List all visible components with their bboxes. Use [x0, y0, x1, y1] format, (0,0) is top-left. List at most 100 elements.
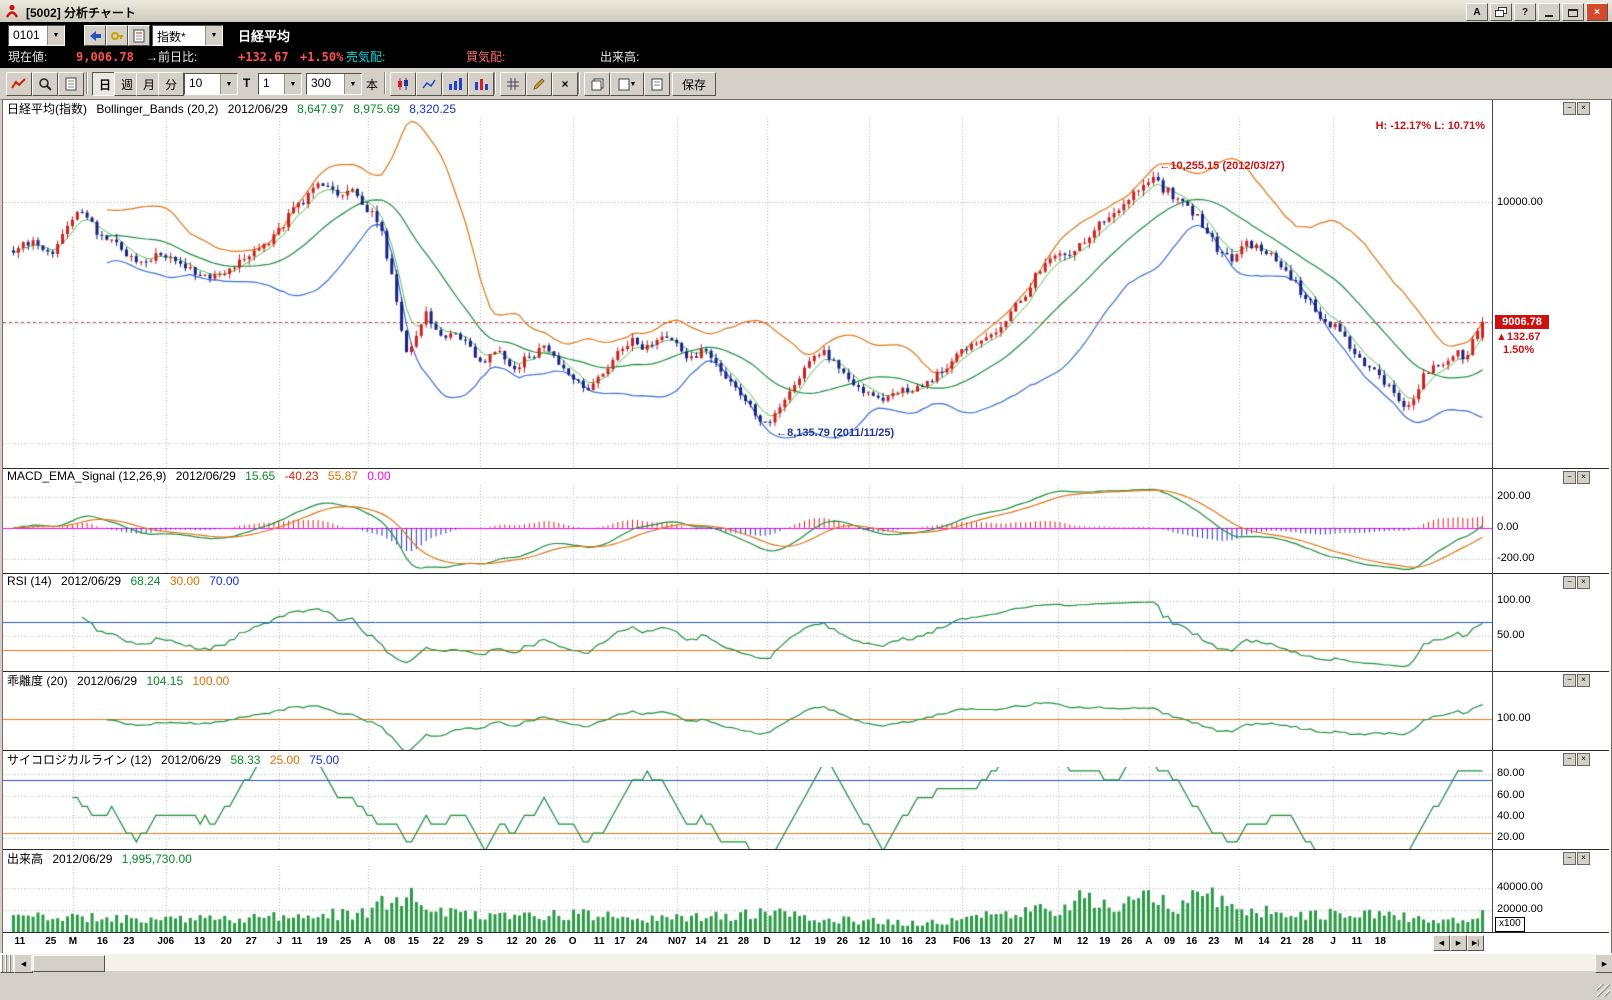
maximize-button[interactable] — [1562, 3, 1584, 21]
help-button[interactable]: ? — [1514, 3, 1536, 21]
unit-combo[interactable]: 1 ▼ — [258, 73, 302, 95]
psychological-panel: サイコロジカルライン (12) 2012/06/29 58.33 25.00 7… — [3, 750, 1609, 850]
copy-chart-button[interactable] — [584, 72, 610, 96]
bars-value[interactable]: 300 — [311, 76, 332, 90]
save-button[interactable]: 保存 — [672, 72, 716, 96]
volume-canvas[interactable] — [3, 866, 1493, 932]
psychological-lower-threshold: 25.00 — [269, 753, 300, 767]
panel-minimize-button[interactable]: − — [1563, 471, 1576, 484]
minimize-button[interactable] — [1538, 3, 1560, 21]
zoom-tool-button[interactable] — [32, 72, 58, 96]
x-axis-tick: 28 — [1302, 936, 1314, 947]
macd-panel-title: MACD_EMA_Signal (12,26,9) — [7, 469, 167, 483]
delete-drawing-button[interactable]: × — [552, 72, 578, 96]
print-button[interactable] — [644, 72, 670, 96]
panel-minimize-button[interactable]: − — [1563, 852, 1576, 865]
macd-signal-value: 55.87 — [327, 469, 358, 483]
interval-combo[interactable]: 10 ▼ — [184, 73, 238, 95]
panel-close-button[interactable]: × — [1577, 102, 1590, 115]
kairi-panel-title: 乖離度 (20) — [7, 674, 68, 688]
panel-minimize-button[interactable]: − — [1563, 576, 1576, 589]
line-type-button[interactable] — [416, 72, 442, 96]
x-icon: × — [561, 77, 569, 91]
panel-close-button[interactable]: × — [1577, 753, 1590, 766]
horizontal-scrollbar[interactable]: ◀ ▶ — [0, 953, 1612, 973]
window-icon[interactable] — [1490, 3, 1512, 21]
macd-zero-value: 0.00 — [367, 469, 391, 483]
back-button[interactable] — [84, 25, 106, 46]
macd-panel: MACD_EMA_Signal (12,26,9) 2012/06/29 15.… — [3, 468, 1609, 574]
toolbar-separator — [384, 72, 386, 94]
volume-panel: 出来高 2012/06/29 1,995,730.00 − × — [3, 849, 1609, 933]
panel-close-button[interactable]: × — [1577, 471, 1590, 484]
grid-toggle-button[interactable] — [500, 72, 526, 96]
unit-dropdown-icon[interactable]: ▼ — [284, 74, 301, 94]
macd-panel-date: 2012/06/29 — [175, 469, 236, 483]
candlestick-type-button[interactable] — [390, 72, 416, 96]
bars-combo[interactable]: 300 ▼ — [306, 73, 362, 95]
current-price-marker: 9006.78 — [1495, 315, 1549, 329]
panel-minimize-button[interactable]: − — [1563, 102, 1576, 115]
period-minute-button[interactable]: 分 — [158, 72, 184, 96]
interval-dropdown-icon[interactable]: ▼ — [220, 74, 237, 94]
period-week-button[interactable]: 週 — [114, 72, 140, 96]
grid-icon — [507, 78, 519, 90]
panel-minimize-button[interactable]: − — [1563, 674, 1576, 687]
close-button[interactable]: × — [1586, 3, 1608, 21]
symbol-code-dropdown-icon[interactable]: ▼ — [47, 26, 64, 45]
scroll-to-end-button[interactable]: ▶| — [1467, 935, 1484, 951]
category-dropdown-icon[interactable]: ▼ — [205, 26, 222, 45]
scroll-right-button[interactable]: ▶ — [1450, 935, 1467, 951]
x-axis-tick: 11 — [1351, 936, 1363, 947]
toolbar-separator — [578, 72, 580, 94]
symbol-code-combo[interactable]: 0101 ▼ — [8, 25, 65, 46]
rsi-panel: RSI (14) 2012/06/29 68.24 30.00 70.00 − × — [3, 573, 1609, 672]
bars-dropdown-icon[interactable]: ▼ — [344, 74, 361, 94]
scrollbar-thumb[interactable] — [33, 955, 105, 972]
new-chart-button[interactable] — [58, 72, 84, 96]
x-axis-tick: 10 — [879, 936, 891, 947]
trend-tool-button[interactable] — [6, 72, 32, 96]
rsi-canvas[interactable] — [3, 590, 1493, 671]
change-value: +132.67 — [238, 50, 289, 64]
x-axis-tick: 11 — [14, 936, 26, 947]
scrollbar-track[interactable] — [31, 954, 1595, 972]
layout-button[interactable]: ▼ — [610, 72, 644, 96]
period-month-button[interactable]: 月 — [136, 72, 162, 96]
x-axis-tick: 26 — [544, 936, 557, 947]
macd-canvas[interactable] — [3, 485, 1493, 573]
memo-button[interactable] — [128, 25, 150, 46]
panel-close-button[interactable]: × — [1577, 852, 1590, 865]
bollinger-lower-value: 8,320.25 — [409, 102, 457, 116]
main-panel-indicator: Bollinger_Bands (20,2) — [96, 102, 219, 116]
x-axis-tick: M — [68, 936, 78, 947]
psychological-canvas[interactable] — [3, 767, 1493, 849]
panel-minimize-button[interactable]: − — [1563, 753, 1576, 766]
panel-close-button[interactable]: × — [1577, 576, 1590, 589]
bollinger-upper-value: 8,975.69 — [353, 102, 400, 116]
period-day-button[interactable]: 日 — [92, 72, 118, 96]
y-axis-label: 200.00 — [1497, 489, 1531, 502]
kairi-canvas[interactable] — [3, 688, 1493, 750]
resize-grip[interactable] — [1597, 984, 1610, 997]
key-button[interactable] — [106, 25, 128, 46]
interval-value[interactable]: 10 — [189, 76, 203, 90]
draw-tool-button[interactable] — [526, 72, 552, 96]
x-axis-tick: 21 — [1280, 936, 1292, 947]
x-axis-tick: 12 — [506, 936, 518, 947]
bar-type-button[interactable] — [442, 72, 468, 96]
key-icon — [111, 31, 123, 40]
high-low-label: H: -12.17% L: 10.71% — [1375, 120, 1485, 132]
scrollbar-right-arrow[interactable]: ▶ — [1595, 954, 1612, 973]
current-change-marker: ▲132.67 — [1496, 331, 1541, 343]
scroll-left-button[interactable]: ◀ — [1433, 935, 1450, 951]
volume-type-button[interactable] — [468, 72, 494, 96]
x-axis-tick: 09 — [1164, 936, 1176, 947]
panel-close-button[interactable]: × — [1577, 674, 1590, 687]
unit-value[interactable]: 1 — [263, 76, 270, 90]
symbol-code-input[interactable]: 0101 — [9, 26, 47, 45]
category-combo[interactable]: 指数* ▼ — [152, 25, 223, 46]
x-axis-tick: 12 — [1077, 936, 1089, 947]
main-chart-canvas[interactable] — [3, 118, 1493, 467]
a-button[interactable]: A — [1466, 3, 1488, 21]
